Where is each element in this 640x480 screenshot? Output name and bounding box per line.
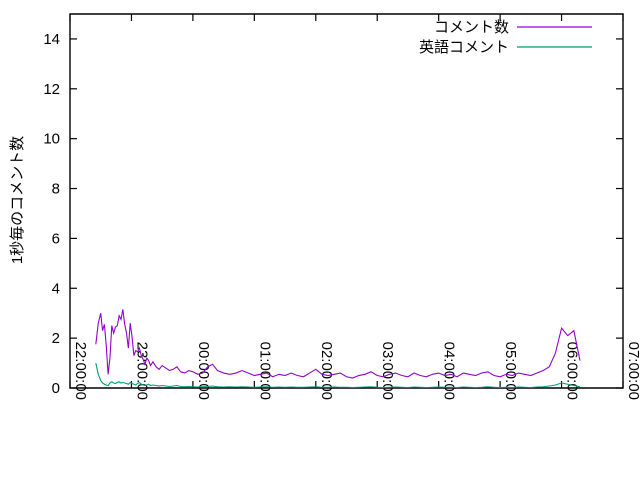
y-axis-ticks: 0 2 4 6 8 10 12 14 [43, 31, 623, 397]
y-tick-label: 10 [43, 131, 60, 148]
y-axis-label: 1秒毎のコメント数 [9, 136, 26, 264]
x-tick-label: 06:00:00 [564, 342, 581, 400]
x-tick-label: 07:00:00 [625, 342, 640, 400]
data-series-group [95, 309, 581, 389]
series-line-1 [95, 309, 581, 379]
x-tick-label: 01:00:00 [256, 342, 273, 400]
x-axis-ticks: 22:00:00 23:00:00 00:00:00 01:00:00 02:00:00… [69, 14, 640, 400]
y-tick-label: 2 [52, 330, 60, 347]
y-tick-label: 12 [43, 81, 60, 98]
y-tick-label: 0 [52, 380, 60, 397]
x-tick-label: 05:00:00 [502, 342, 519, 400]
series-line-2 [95, 362, 581, 389]
x-tick-label: 02:00:00 [318, 342, 335, 400]
plot-border [69, 13, 624, 389]
x-tick-label: 03:00:00 [379, 342, 396, 400]
x-tick-label: 00:00:00 [195, 342, 212, 400]
axis-frame [69, 13, 624, 389]
y-tick-label: 4 [52, 280, 60, 297]
y-tick-label: 14 [43, 31, 60, 48]
legend-label-2: 英語コメント [419, 38, 509, 56]
y-tick-label: 8 [52, 181, 60, 198]
x-tick-label: 04:00:00 [441, 342, 458, 400]
y-tick-label: 6 [52, 230, 60, 247]
legend-label-1: コメント数 [434, 19, 509, 36]
x-tick-label: 22:00:00 [72, 342, 89, 400]
